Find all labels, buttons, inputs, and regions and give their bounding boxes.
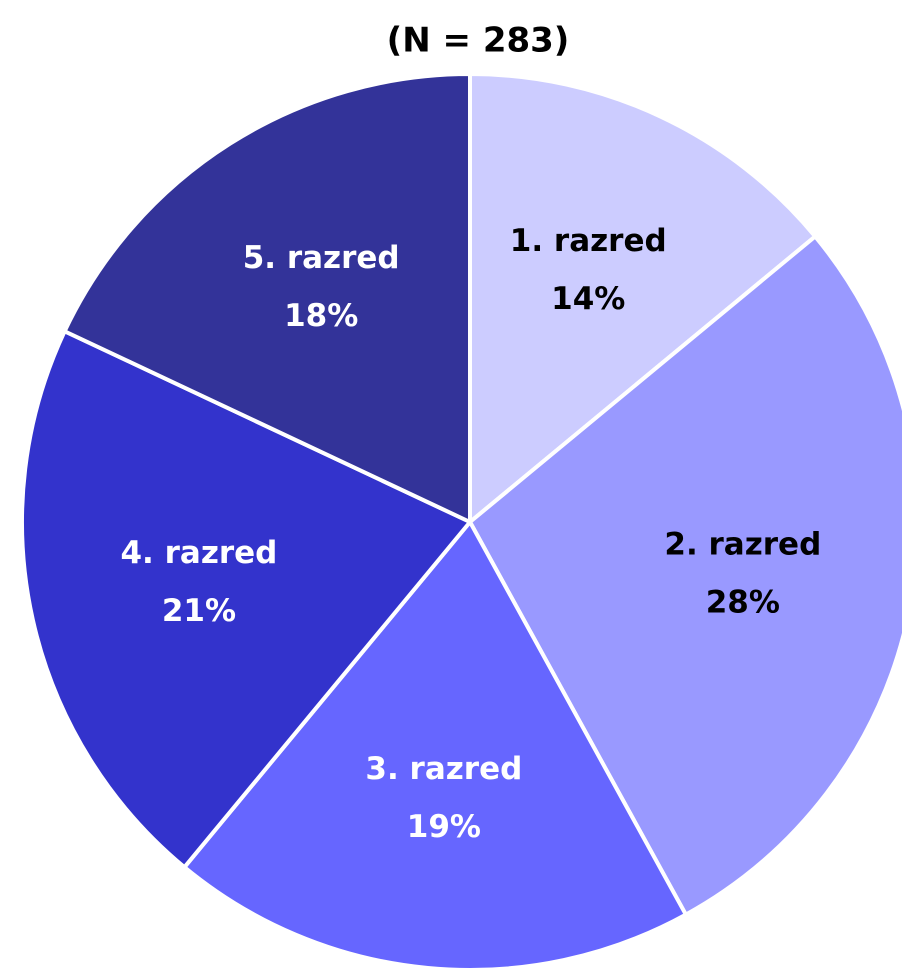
- slice-value-label: 14%: [551, 281, 625, 317]
- pie-slice: [61, 71, 472, 526]
- slice-label: 1. razred: [510, 223, 667, 259]
- slice-value-label: 18%: [284, 298, 358, 334]
- slice-label: 4. razred: [120, 535, 277, 571]
- slice-value-label: 28%: [706, 585, 780, 621]
- pie-slice: [181, 518, 689, 972]
- slice-label: 5. razred: [243, 240, 400, 276]
- pie-slice: [468, 71, 819, 527]
- slice-label: 3. razred: [365, 751, 522, 787]
- slice-value-label: 19%: [407, 809, 481, 845]
- pie-slice: [467, 233, 902, 918]
- chart-title: (N = 283): [387, 21, 570, 61]
- slice-value-label: 21%: [162, 593, 236, 629]
- pie-slice: [20, 328, 474, 871]
- slice-label: 2. razred: [664, 527, 821, 563]
